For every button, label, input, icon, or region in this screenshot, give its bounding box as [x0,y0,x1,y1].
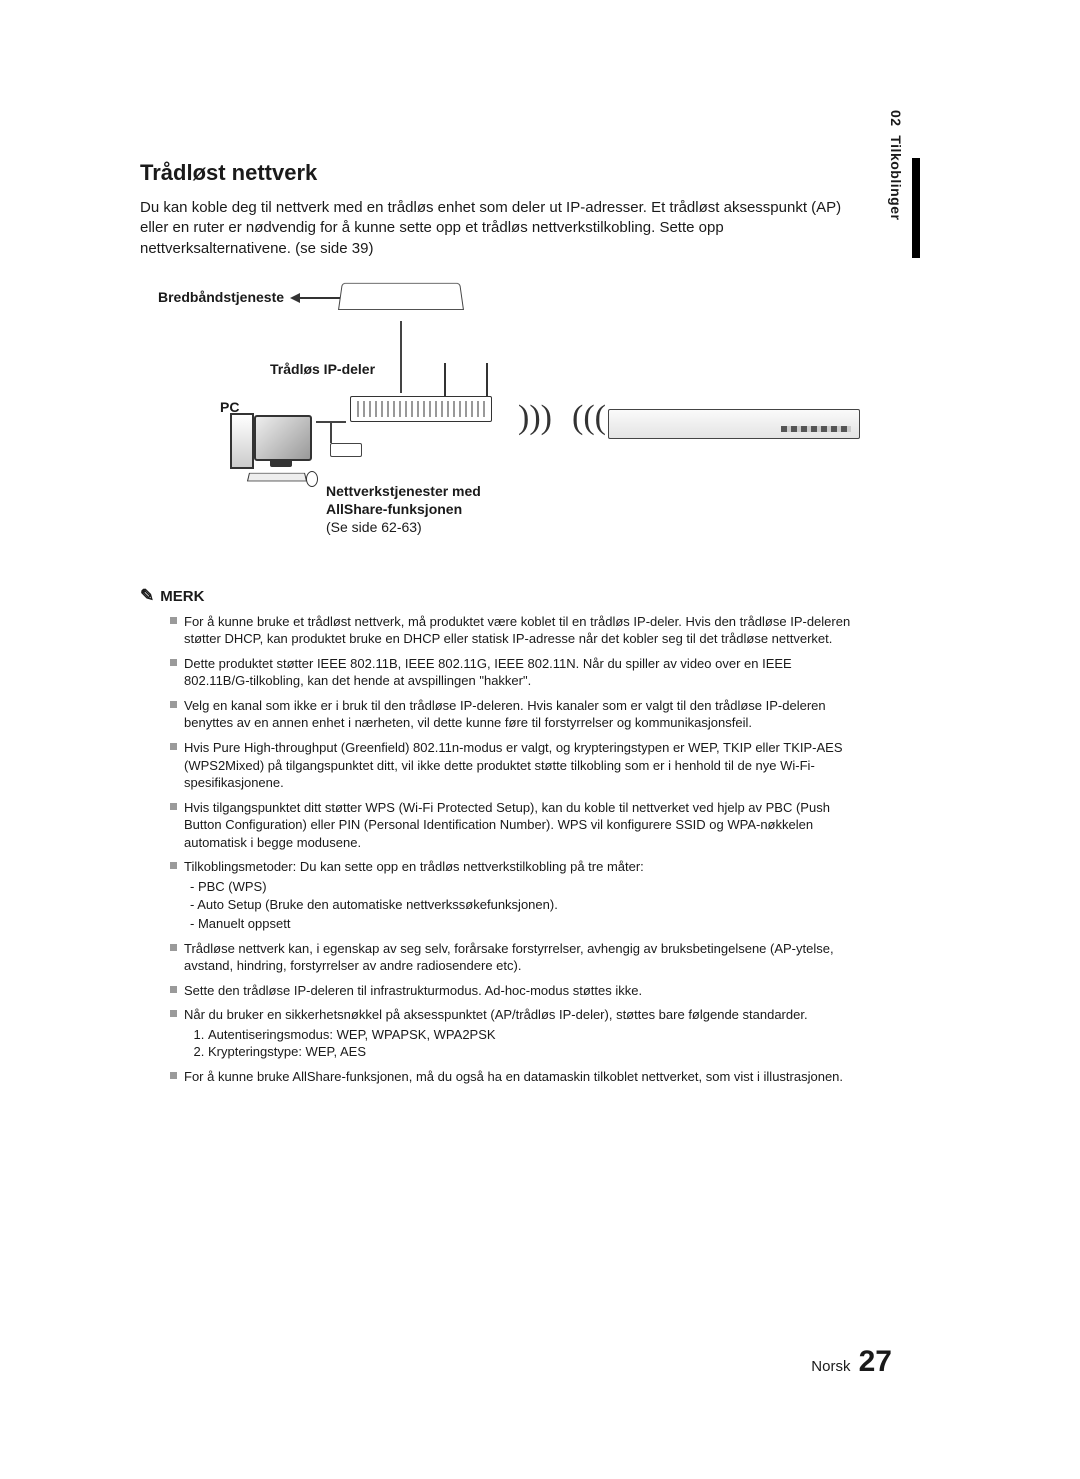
footer-lang: Norsk [811,1358,850,1375]
note-heading-text: MERK [160,588,204,605]
note-item: Dette produktet støtter IEEE 802.11B, IE… [170,655,860,690]
note-item: Når du bruker en sikkerhetsnøkkel på aks… [170,1006,860,1061]
intro-paragraph: Du kan koble deg til nettverk med en trå… [140,198,860,259]
cable-line [400,321,402,393]
note-item: Sette den trådløse IP-deleren til infras… [170,982,860,1000]
note-subitem: - Manuelt oppsett [190,915,860,933]
note-icon: ✎ [140,586,154,606]
chapter-number: 02 [888,110,904,127]
note-enum-item: Autentiseringsmodus: WEP, WPAPSK, WPA2PS… [208,1026,860,1044]
note-item: Trådløse nettverk kan, i egenskap av seg… [170,940,860,975]
antenna-icon [486,363,488,397]
connector-icon [330,443,362,457]
page-footer: Norsk 27 [811,1345,892,1379]
note-item: Hvis tilgangspunktet ditt støtter WPS (W… [170,799,860,852]
label-services-line2: AllShare-funksjonen [326,501,462,519]
label-services-line1: Nettverkstjenester med [326,483,481,501]
note-sublist: - PBC (WPS) - Auto Setup (Bruke den auto… [190,878,860,933]
notes-list: For å kunne bruke et trådløst nettverk, … [140,613,860,1086]
chapter-label: Tilkoblinger [888,135,904,220]
network-diagram: Bredbåndstjeneste Trådløs IP-deler PC ))… [140,281,860,571]
page-content: Trådløst nettverk Du kan koble deg til n… [140,160,860,1092]
label-router: Trådløs IP-deler [270,361,375,379]
device-icon [608,409,860,439]
signal-icon: ))) [518,399,552,437]
note-subitem: - PBC (WPS) [190,878,860,896]
label-services-sub: (Se side 62-63) [326,519,422,537]
note-item: For å kunne bruke AllShare-funksjonen, m… [170,1068,860,1086]
modem-icon [340,281,460,323]
section-title: Trådløst nettverk [140,160,860,186]
note-enum: Autentiseringsmodus: WEP, WPAPSK, WPA2PS… [190,1026,860,1061]
note-enum-item: Krypteringstype: WEP, AES [208,1043,860,1061]
note-item: For å kunne bruke et trådløst nettverk, … [170,613,860,648]
label-broadband: Bredbåndstjeneste [158,289,284,307]
signal-icon: ((( [572,399,606,437]
cable-line [300,297,340,299]
note-heading: ✎ MERK [140,587,860,607]
note-subitem: - Auto Setup (Bruke den automatiske nett… [190,896,860,914]
side-tab: 02 Tilkoblinger [888,110,912,270]
arrow-icon [290,293,300,303]
note-item: Hvis Pure High-throughput (Greenfield) 8… [170,739,860,792]
note-block: ✎ MERK For å kunne bruke et trådløst net… [140,587,860,1086]
note-item: Velg en kanal som ikke er i bruk til den… [170,697,860,732]
antenna-icon [444,363,446,397]
cable-line [330,421,332,443]
pc-icon [230,411,310,491]
footer-page-number: 27 [859,1345,892,1378]
router-icon [350,396,492,422]
note-item: Tilkoblingsmetoder: Du kan sette opp en … [170,858,860,932]
